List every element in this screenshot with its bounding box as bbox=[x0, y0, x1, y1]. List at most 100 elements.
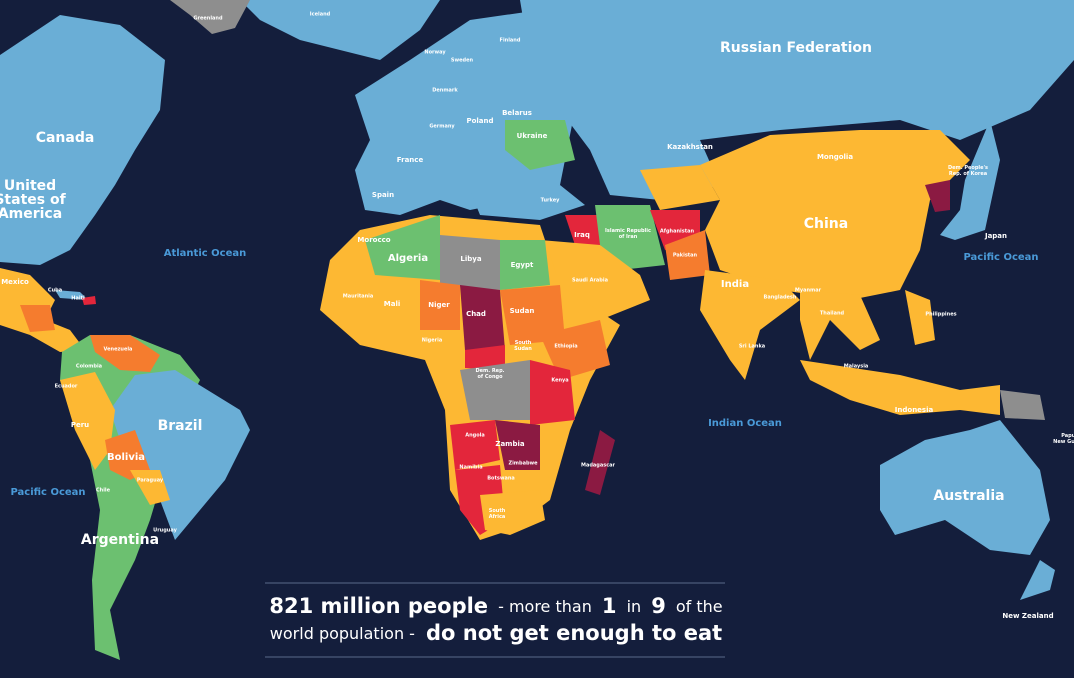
country-label: Germany bbox=[429, 124, 455, 130]
country-label: Bangladesh bbox=[764, 295, 797, 301]
country-label: Colombia bbox=[76, 364, 102, 370]
label-line: Papua bbox=[1061, 433, 1074, 439]
country-label: China bbox=[804, 216, 848, 232]
caption-part: do not get enough to eat bbox=[426, 621, 722, 645]
country-label: Denmark bbox=[432, 88, 458, 94]
label-line: Dem. People's bbox=[948, 165, 988, 171]
country-label: Dem. People's Rep. of Korea bbox=[948, 165, 988, 177]
country-label: Norway bbox=[424, 50, 446, 56]
country-label: Angola bbox=[465, 433, 485, 439]
country-label: South Africa bbox=[489, 508, 506, 520]
country-label: Thailand bbox=[820, 311, 845, 317]
label-line: of Congo bbox=[477, 374, 503, 380]
label-line: Dem. Rep. bbox=[475, 368, 504, 374]
country-label: Pakistan bbox=[673, 253, 698, 259]
caption-part: of the bbox=[676, 597, 723, 616]
country-label: India bbox=[721, 279, 749, 290]
label-line: States of bbox=[0, 192, 67, 208]
country-label: Sudan bbox=[510, 307, 535, 315]
ocean-label: Pacific Ocean bbox=[963, 252, 1038, 263]
country-label: Venezuela bbox=[104, 347, 133, 353]
label-line: Sudan bbox=[514, 346, 532, 352]
country-label: Poland bbox=[466, 117, 493, 125]
country-label: Nigeria bbox=[422, 338, 442, 344]
country-label: Japan bbox=[984, 232, 1007, 240]
country-label: Libya bbox=[460, 255, 481, 263]
country-label: Philippines bbox=[925, 312, 956, 318]
country-label: Dem. Rep. of Congo bbox=[475, 368, 504, 380]
country-label: Madagascar bbox=[581, 463, 616, 469]
country-label: Chad bbox=[466, 310, 486, 318]
country-label: Turkey bbox=[541, 198, 560, 204]
country-label: Finland bbox=[500, 38, 521, 44]
caption-line: world population - do not get enough to … bbox=[270, 621, 722, 645]
country-label: Indonesia bbox=[895, 406, 934, 414]
caption-part: 9 bbox=[651, 594, 666, 618]
country-label: Greenland bbox=[193, 16, 223, 22]
country-label: France bbox=[397, 156, 424, 164]
country-label: Iraq bbox=[574, 231, 590, 239]
label-line: South bbox=[515, 340, 532, 346]
caption-part: in bbox=[627, 597, 642, 616]
label-line: New Guinea bbox=[1053, 439, 1074, 445]
country-label: Mali bbox=[384, 300, 401, 308]
country-label: Kenya bbox=[551, 378, 568, 384]
ocean-label: Indian Ocean bbox=[708, 418, 782, 429]
caption-line: 821 million people - more than 1 in 9 of… bbox=[269, 594, 722, 618]
country-label: Sweden bbox=[451, 58, 474, 64]
country-label: Australia bbox=[933, 488, 1004, 504]
country-label: Cuba bbox=[48, 288, 62, 294]
label-line: Rep. of Korea bbox=[949, 171, 987, 177]
country-label: Paraguay bbox=[137, 478, 164, 484]
land bbox=[0, 0, 1074, 660]
country-label: Peru bbox=[71, 421, 89, 429]
country-label: New Zealand bbox=[1002, 612, 1053, 620]
country-label: Uruguay bbox=[153, 528, 177, 534]
country-label: Russian Federation bbox=[720, 40, 872, 56]
country-label: Brazil bbox=[158, 418, 203, 434]
country-label: Chile bbox=[96, 488, 111, 494]
country-label: Haiti bbox=[71, 296, 85, 302]
country-label: Mongolia bbox=[817, 153, 853, 161]
caption-part: - more than bbox=[498, 597, 592, 616]
country-label: PapuaNew Guinea bbox=[1053, 433, 1074, 445]
caption-part: 1 bbox=[602, 594, 617, 618]
country-label: Myanmar bbox=[795, 288, 822, 294]
country-label: United States of America bbox=[0, 178, 67, 222]
country-label: Malaysia bbox=[844, 364, 869, 370]
labels: Canada United States of America Mexico Cuba Ha… bbox=[0, 12, 1074, 621]
label-line: of Iran bbox=[619, 234, 638, 240]
country-label: Botswana bbox=[487, 476, 515, 482]
country-label: Ecuador bbox=[55, 384, 78, 390]
country-label: Islamic Republic of Iran bbox=[605, 228, 651, 240]
label-line: Islamic Republic bbox=[605, 228, 651, 234]
country-label: Ethiopia bbox=[554, 344, 577, 350]
country-label: Saudi Arabia bbox=[572, 278, 608, 284]
label-line: Africa bbox=[489, 514, 506, 520]
country-label: South Sudan bbox=[514, 340, 532, 352]
country-label: Mauritania bbox=[343, 294, 374, 300]
country-label: Ukraine bbox=[517, 132, 548, 140]
ocean-label: Pacific Ocean bbox=[10, 487, 85, 498]
ocean-label: Atlantic Ocean bbox=[164, 248, 247, 259]
country-label: Argentina bbox=[81, 532, 159, 548]
country-label: Kazakhstan bbox=[667, 143, 713, 151]
country-label: Iceland bbox=[310, 12, 331, 18]
country-label: Algeria bbox=[388, 253, 428, 264]
country-label: Niger bbox=[428, 301, 450, 309]
country-label: Namibia bbox=[459, 465, 482, 471]
country-label: Morocco bbox=[357, 236, 390, 244]
country-label: Bolivia bbox=[107, 452, 145, 463]
label-line: America bbox=[0, 206, 62, 222]
country-label: Zambia bbox=[495, 440, 525, 448]
country-label: Egypt bbox=[511, 261, 534, 269]
country-label: Afghanistan bbox=[660, 229, 695, 235]
country-label: Spain bbox=[372, 191, 394, 199]
country-label: Mexico bbox=[1, 278, 29, 286]
label-line: South bbox=[489, 508, 506, 514]
label-line: United bbox=[4, 178, 56, 194]
country-label: Belarus bbox=[502, 109, 532, 117]
caption-part: world population - bbox=[270, 624, 415, 643]
country-label: Sri Lanka bbox=[739, 344, 765, 350]
